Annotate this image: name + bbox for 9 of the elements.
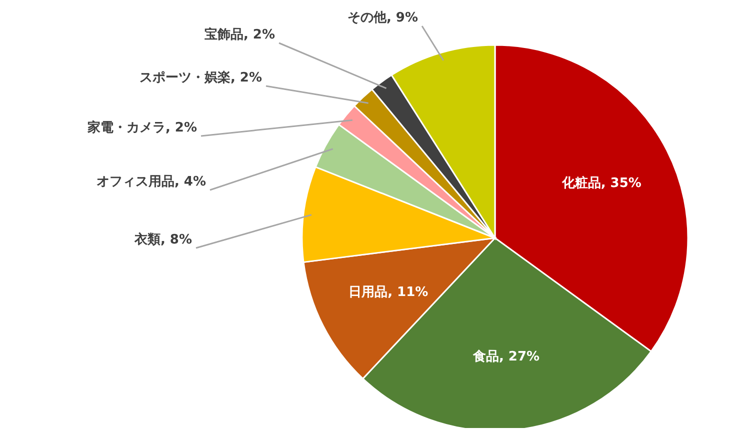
slice-label: スポーツ・娯楽, 2% bbox=[139, 70, 262, 86]
slice-label: 日用品, 11% bbox=[348, 284, 428, 300]
slice-label: 食品, 27% bbox=[472, 350, 540, 365]
slice-label: 衣類, 8% bbox=[133, 232, 192, 248]
slice-label: 家電・カメラ, 2% bbox=[86, 120, 197, 136]
slice-label: その他, 9% bbox=[347, 10, 418, 26]
slice-label: 化粧品, 35% bbox=[560, 175, 642, 192]
slice-label: オフィス用品, 4% bbox=[96, 174, 206, 190]
slice-label: 宝飾品, 2% bbox=[204, 26, 275, 42]
